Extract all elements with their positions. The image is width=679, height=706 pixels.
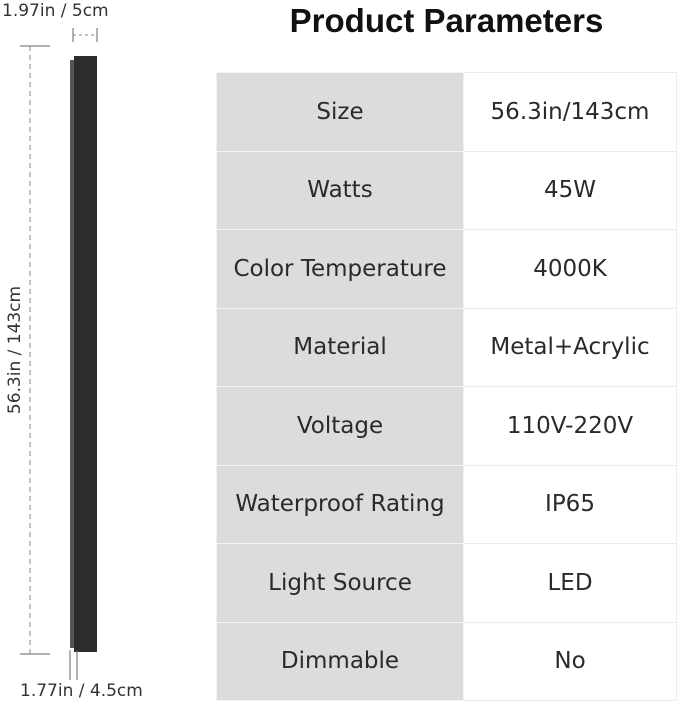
parameter-value: 110V-220V (463, 386, 677, 466)
parameter-table: Size 56.3in/143cm Watts 45W Color Temperatur… (216, 72, 677, 701)
table-row: Light Source LED (216, 543, 677, 623)
table-row: Dimmable No (216, 621, 677, 701)
top-width-label: 1.97in / 5cm (2, 1, 109, 21)
height-label: 56.3in / 143cm (5, 285, 25, 415)
parameter-name: Material (216, 307, 464, 387)
parameter-name: Voltage (216, 386, 464, 466)
parameter-name: Color Temperature (216, 229, 464, 309)
parameter-value: 4000K (463, 229, 677, 309)
lamp-drawing (20, 28, 98, 680)
table-row: Waterproof Rating IP65 (216, 464, 677, 544)
table-row: Color Temperature 4000K (216, 229, 677, 309)
parameter-value: Metal+Acrylic (463, 307, 677, 387)
parameter-value: LED (463, 543, 677, 623)
table-row: Size 56.3in/143cm (216, 72, 677, 152)
parameter-name: Dimmable (216, 621, 464, 701)
parameter-name: Watts (216, 150, 464, 230)
parameter-name: Size (216, 72, 464, 152)
parameter-name: Waterproof Rating (216, 464, 464, 544)
table-row: Material Metal+Acrylic (216, 307, 677, 387)
table-row: Watts 45W (216, 150, 677, 230)
parameter-value: 45W (463, 150, 677, 230)
table-row: Voltage 110V-220V (216, 386, 677, 466)
title: Product Parameters (289, 2, 604, 39)
parameter-value: No (463, 621, 677, 701)
parameter-name: Light Source (216, 543, 464, 623)
parameter-value: 56.3in/143cm (463, 72, 677, 152)
bottom-width-label: 1.77in / 4.5cm (20, 681, 143, 701)
parameter-value: IP65 (463, 464, 677, 544)
